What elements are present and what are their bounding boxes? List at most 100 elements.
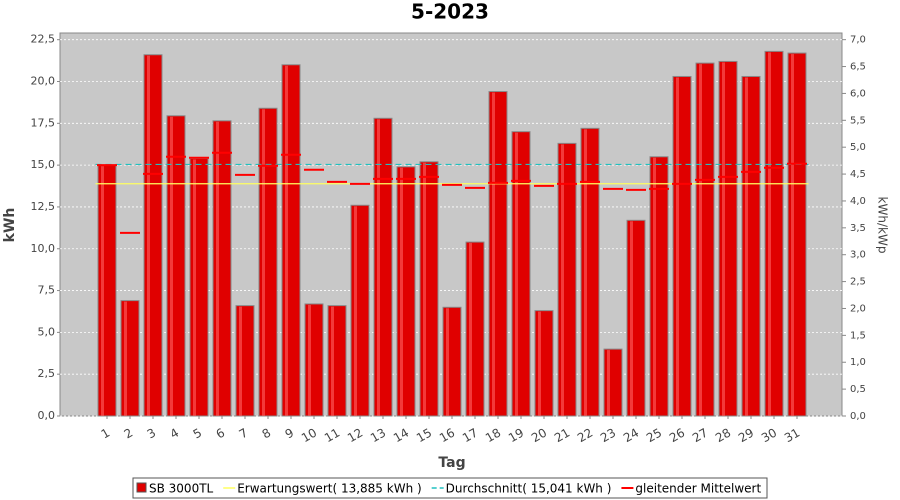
y2-tick-label: 4,5 [850,169,866,180]
bar-highlight [101,166,104,416]
legend-swatch [136,482,147,493]
x-tick-label: 19 [506,426,526,446]
bar [373,117,393,417]
y-tick-label: 17,5 [31,116,56,129]
bar-highlight [584,129,587,416]
y2-tick-label: 4,0 [850,196,866,207]
y2-tick-label: 0,0 [850,411,866,422]
y-tick-label: 20,0 [31,75,56,88]
y2-tick-label: 0,5 [850,384,866,395]
legend-label: Durchschnitt( 15,041 kWh ) [446,482,612,496]
bar [672,75,692,417]
bar [787,52,807,417]
x-tick-label: 20 [529,426,549,446]
bar [281,64,301,417]
y-tick-label: 0,0 [38,409,56,422]
bar-highlight [515,132,518,416]
y-tick-label: 2,5 [38,367,56,380]
bar [212,120,232,417]
bar-highlight [492,92,495,417]
y-axis-title: kWh [2,208,18,243]
x-tick-label: 16 [437,426,457,446]
y2-tick-label: 2,5 [850,277,866,288]
x-tick-label: 24 [621,426,641,446]
bar [235,305,255,417]
x-tick-label: 31 [782,426,802,446]
legend-label: SB 3000TL [149,482,214,496]
bar [396,166,416,417]
y2-axis-title: kWh/kWp [876,197,890,254]
bar-highlight [400,167,403,416]
bar-highlight [791,54,794,416]
x-tick-label: 14 [391,426,411,446]
bar [189,157,209,417]
bar-highlight [147,55,150,416]
x-tick-label: 12 [345,426,365,446]
bar-highlight [561,144,564,416]
x-tick-label: 11 [322,426,342,446]
y2-tick-label: 6,0 [850,88,866,99]
bar-highlight [216,121,219,417]
bar-highlight [262,109,265,416]
bar [304,303,324,417]
bar [764,50,784,417]
bar [695,62,715,417]
x-tick-label: 27 [690,426,710,446]
y2-tick-label: 1,0 [850,357,866,368]
x-tick-label: 10 [299,426,319,446]
y-tick-label: 12,5 [31,200,56,213]
bar-highlight [722,62,725,417]
x-tick-label: 30 [759,426,779,446]
bar [327,305,347,417]
y2-tick-label: 6,5 [850,62,866,73]
x-tick-label: 25 [644,426,664,446]
legend-label: Erwartungswert( 13,885 kWh ) [237,482,421,496]
x-tick-label: 21 [552,426,572,446]
bar-highlight [745,77,748,417]
y2-tick-label: 3,0 [850,250,866,261]
bar-highlight [676,77,679,417]
bar-highlight [699,64,702,417]
bar [718,60,738,417]
y-tick-label: 22,5 [31,33,56,46]
x-tick-label: 22 [575,426,595,446]
bar-highlight [469,243,472,416]
x-tick-label: 13 [368,426,388,446]
y2-tick-label: 7,0 [850,35,866,46]
bar [534,310,554,417]
bar-highlight [354,206,357,416]
y2-tick-label: 2,0 [850,303,866,314]
bar [350,204,370,417]
chart-title: 5-2023 [411,0,489,24]
x-tick-label: 28 [713,426,733,446]
x-tick-label: 26 [667,426,687,446]
y2-tick-label: 1,5 [850,330,866,341]
bar [442,306,462,417]
x-tick-label: 23 [598,426,618,446]
x-tick-label: 29 [736,426,756,446]
bar-highlight [377,119,380,417]
bar-highlight [308,304,311,416]
bar-highlight [193,159,196,416]
bar [649,156,669,417]
bar-highlight [423,162,426,416]
y-tick-label: 7,5 [38,284,56,297]
bar [626,219,646,417]
x-axis-title: Tag [438,455,465,471]
bar-highlight [124,301,127,416]
bar-highlight [630,221,633,416]
y-tick-label: 5,0 [38,325,56,338]
bar [465,241,485,417]
bar [580,127,600,417]
x-tick-label: 15 [414,426,434,446]
bar [166,115,186,417]
bar [511,131,531,417]
x-tick-label: 18 [483,426,503,446]
bar-highlight [285,65,288,417]
bar-highlight [446,308,449,416]
bar [488,91,508,417]
bar-highlight [331,306,334,416]
bar [97,164,117,417]
legend [132,477,768,499]
bar [419,161,439,417]
